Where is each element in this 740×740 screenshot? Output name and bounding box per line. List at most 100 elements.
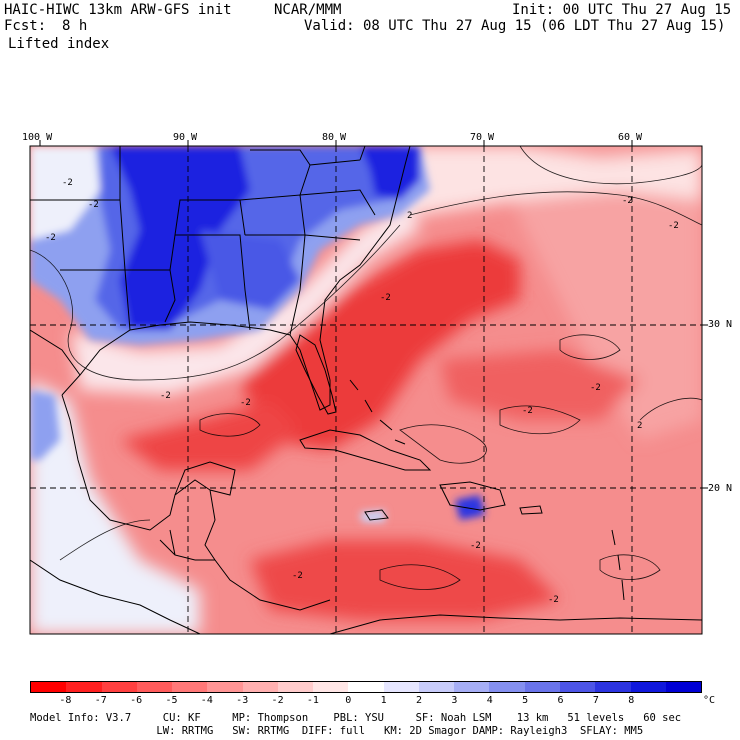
contour-label: -2	[380, 293, 391, 303]
contour-label: -2	[622, 196, 633, 206]
colorbar-tick-label: 0	[345, 695, 352, 706]
agency-label: NCAR/MMM	[274, 2, 342, 18]
contour-label: -2	[522, 406, 533, 416]
colorbar-tick-label: -4	[200, 695, 213, 706]
colorbar-swatch	[383, 682, 419, 692]
contour-line-neg2-d	[639, 397, 702, 421]
colorbar-tick-label: 6	[557, 695, 564, 706]
colorbar-swatch	[418, 682, 455, 692]
colorbar-swatch	[31, 682, 67, 692]
contour-loop-c	[379, 564, 461, 590]
contour-label: 2	[407, 211, 412, 221]
lesser-antilles	[611, 529, 625, 601]
contour-label: 2	[637, 421, 642, 431]
mexico-coastline	[61, 394, 331, 611]
pacific-coastline	[30, 559, 201, 634]
colorbar-swatch	[101, 682, 137, 692]
valid-time: Valid: 08 UTC Thu 27 Aug 15 (06 LDT Thu …	[304, 18, 726, 34]
stable-core-northeast	[360, 146, 420, 200]
colorbar-tick-label: 8	[628, 695, 635, 706]
south-america-coast	[329, 614, 702, 634]
colorbar-tick-label: -3	[236, 695, 249, 706]
forecast-hour: 8 h	[62, 18, 88, 34]
colorbar-tick-label: -8	[59, 695, 72, 706]
colorbar-swatch	[348, 682, 384, 692]
unstable-core-florida	[240, 240, 520, 450]
contour-label: -2	[470, 541, 481, 551]
contour-label: -2	[240, 398, 251, 408]
stable-patch-west-mexico	[30, 390, 60, 460]
contour-loop-d	[559, 334, 621, 360]
colorbar-tick-label: -7	[94, 695, 107, 706]
us-coastline	[61, 146, 411, 411]
contour-loop-e	[199, 413, 261, 437]
neutral-band-north	[390, 146, 702, 215]
contour-line-neg2-b	[409, 191, 702, 226]
colorbar-tick-label: 3	[451, 695, 458, 706]
colorbar-swatch	[277, 682, 314, 692]
colorbar-tick-label: 1	[380, 695, 387, 706]
contour-loop-f	[599, 554, 661, 580]
neutral-band-gulf-coast	[70, 200, 420, 395]
lat-label-30n: 30 N	[708, 319, 733, 330]
forecast-label: Fcst:	[4, 18, 47, 34]
colorbar-swatch	[524, 682, 560, 692]
colorbar	[30, 681, 702, 693]
bahamas-islands	[349, 379, 406, 445]
contour-label: -2	[292, 571, 303, 581]
lifted-index-map: -2 -2 -2 -2 -2 2 -2 -2 -2 2 -2 -2 -2 -2 -2	[29, 140, 708, 635]
unstable-core-gulf	[120, 400, 300, 470]
init-time: Init: 00 UTC Thu 27 Aug 15	[512, 2, 732, 18]
us-mexico-border	[30, 329, 81, 376]
map-frame	[29, 145, 703, 635]
lat-label-20n: 20 N	[708, 483, 733, 494]
contour-label: -2	[62, 178, 73, 188]
colorbar-tick-label: 4	[486, 695, 493, 706]
florida-outline	[295, 334, 337, 415]
colorbar-tick-label: 5	[522, 695, 529, 706]
yucatan-outline	[174, 461, 236, 496]
colorbar-swatch	[207, 682, 243, 692]
colorbar-swatch	[559, 682, 596, 692]
colorbar-swatch	[242, 682, 278, 692]
puerto-rico-outline	[519, 505, 543, 515]
contour-line-neg2-c	[519, 146, 702, 185]
contour-line-neg2-e	[59, 519, 151, 561]
colorbar-tick-label: 2	[416, 695, 423, 706]
contour-label: -2	[160, 391, 171, 401]
lon-label-70w: 70 W	[470, 132, 495, 143]
colorbar-swatch	[454, 682, 490, 692]
colorbar-tick-label: -6	[130, 695, 143, 706]
contour-label: -2	[668, 221, 679, 231]
jamaica-outline	[364, 509, 389, 521]
lon-label-90w: 90 W	[173, 132, 198, 143]
colorbar-tick-label: -2	[271, 695, 284, 706]
unstable-mid-atlantic	[440, 350, 640, 420]
colorbar-units: °C	[703, 695, 716, 706]
contour-label: -2	[548, 595, 559, 605]
cuba-outline	[299, 429, 432, 471]
colorbar-tick-label: -5	[165, 695, 178, 706]
contour-label: -2	[88, 200, 99, 210]
colorbar-swatch	[313, 682, 349, 692]
neutral-region-mexico	[30, 380, 200, 634]
contour-line-neg2-a	[30, 224, 401, 381]
us-state-borders	[30, 146, 376, 336]
contour-loop-b	[499, 405, 581, 435]
footer-model-info-line1: Model Info: V3.7 CU: KF MP: Thompson PBL…	[30, 712, 682, 724]
colorbar-tick-label: 7	[592, 695, 599, 706]
stable-core-plains	[110, 146, 250, 330]
lon-label-80w: 80 W	[322, 132, 347, 143]
colorbar-swatch	[66, 682, 102, 692]
contour-loop-a	[399, 424, 487, 464]
footer-model-info-line2: LW: RRTMG SW: RRTMG DIFF: full KM: 2D Sm…	[30, 725, 644, 737]
unstable-core-caribbean	[250, 540, 560, 620]
colorbar-swatch	[172, 682, 208, 692]
colorbar-tick-label: -1	[306, 695, 319, 706]
contour-label: -2	[590, 383, 601, 393]
model-title: HAIC-HIWC 13km ARW-GFS init	[4, 2, 232, 18]
field-name: Lifted index	[8, 36, 110, 52]
unstable-light-region-east	[500, 146, 702, 440]
contour-label: -2	[45, 233, 56, 243]
colorbar-swatch	[489, 682, 525, 692]
